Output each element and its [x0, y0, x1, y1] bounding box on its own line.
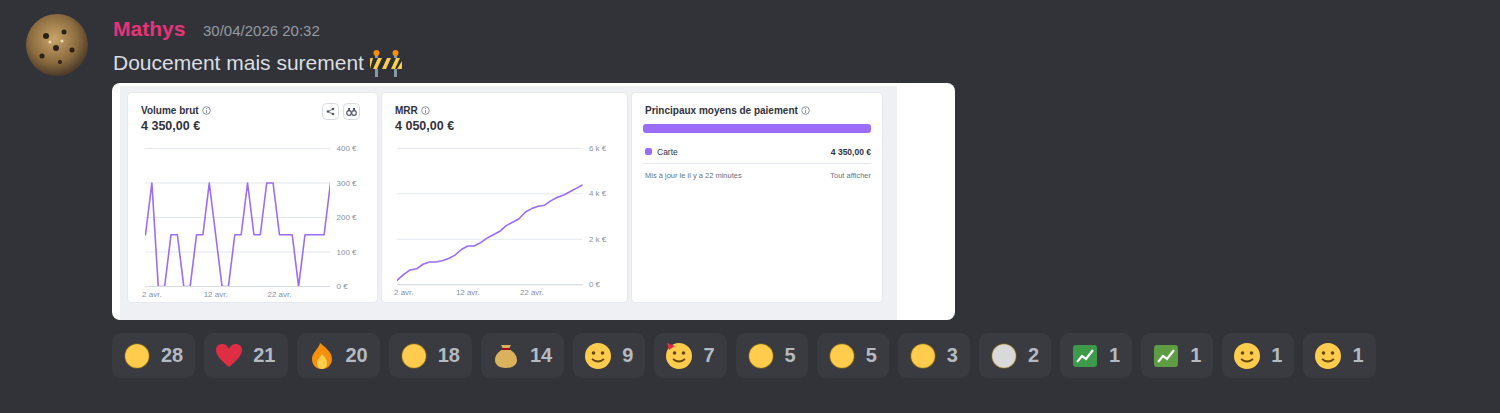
html-text:7: 7 — [703, 344, 715, 366]
svg-text:12 avr.: 12 avr. — [204, 290, 228, 299]
html-text:Mis à jour le il y a 22 minute: Mis à jour le il y a 22 minutes — [645, 171, 742, 180]
svg-text:400 €: 400 € — [337, 144, 358, 153]
svg-text:0 €: 0 € — [589, 280, 601, 289]
html-text:4 050,00 €: 4 050,00 € — [395, 119, 455, 133]
html-text:4 350,00 €: 4 350,00 € — [830, 147, 871, 157]
html-text:Mathys: Mathys — [113, 17, 186, 40]
svg-text:12 avr.: 12 avr. — [456, 288, 480, 297]
html-text:1: 1 — [1271, 344, 1283, 366]
svg-text:6 k €: 6 k € — [589, 144, 607, 153]
html-text:Tout afficher: Tout afficher — [830, 171, 871, 180]
html-text:1: 1 — [1352, 344, 1364, 366]
html-text:Principaux moyens de paiement: Principaux moyens de paiement — [645, 105, 798, 116]
html-text:1: 1 — [1109, 344, 1121, 366]
html-text:5: 5 — [784, 344, 796, 366]
svg-text:100 €: 100 € — [337, 248, 358, 257]
svg-text:200 €: 200 € — [337, 213, 358, 222]
html-text:5: 5 — [865, 344, 877, 366]
svg-text:22 avr.: 22 avr. — [267, 290, 291, 299]
html-text:4 350,00 €: 4 350,00 € — [141, 119, 201, 133]
svg-text:4 k €: 4 k € — [589, 189, 607, 198]
svg-text:2 avr.: 2 avr. — [394, 288, 413, 297]
svg-text:2 avr.: 2 avr. — [142, 290, 162, 299]
html-text:Volume brut: Volume brut — [141, 105, 199, 116]
html-text:18: 18 — [437, 344, 460, 366]
html-text:21: 21 — [253, 344, 276, 366]
html-text:1: 1 — [1190, 344, 1202, 366]
html-text:2: 2 — [1027, 344, 1039, 366]
html-text:28: 28 — [161, 344, 184, 366]
svg-text:22 avr.: 22 avr. — [520, 288, 544, 297]
html-text:20: 20 — [345, 344, 368, 366]
html-text:9: 9 — [622, 344, 634, 366]
html-text:MRR: MRR — [395, 105, 418, 116]
svg-text:0 €: 0 € — [337, 282, 349, 291]
html-text:14: 14 — [530, 344, 553, 366]
svg-text:300 €: 300 € — [337, 179, 358, 188]
html-text:30/04/2026 20:32: 30/04/2026 20:32 — [203, 22, 320, 39]
html-text:Doucement mais surement: Doucement mais surement — [113, 51, 364, 74]
html-text:3: 3 — [946, 344, 958, 366]
svg-text:2 k €: 2 k € — [589, 235, 607, 244]
html-text:Carte: Carte — [657, 147, 678, 157]
